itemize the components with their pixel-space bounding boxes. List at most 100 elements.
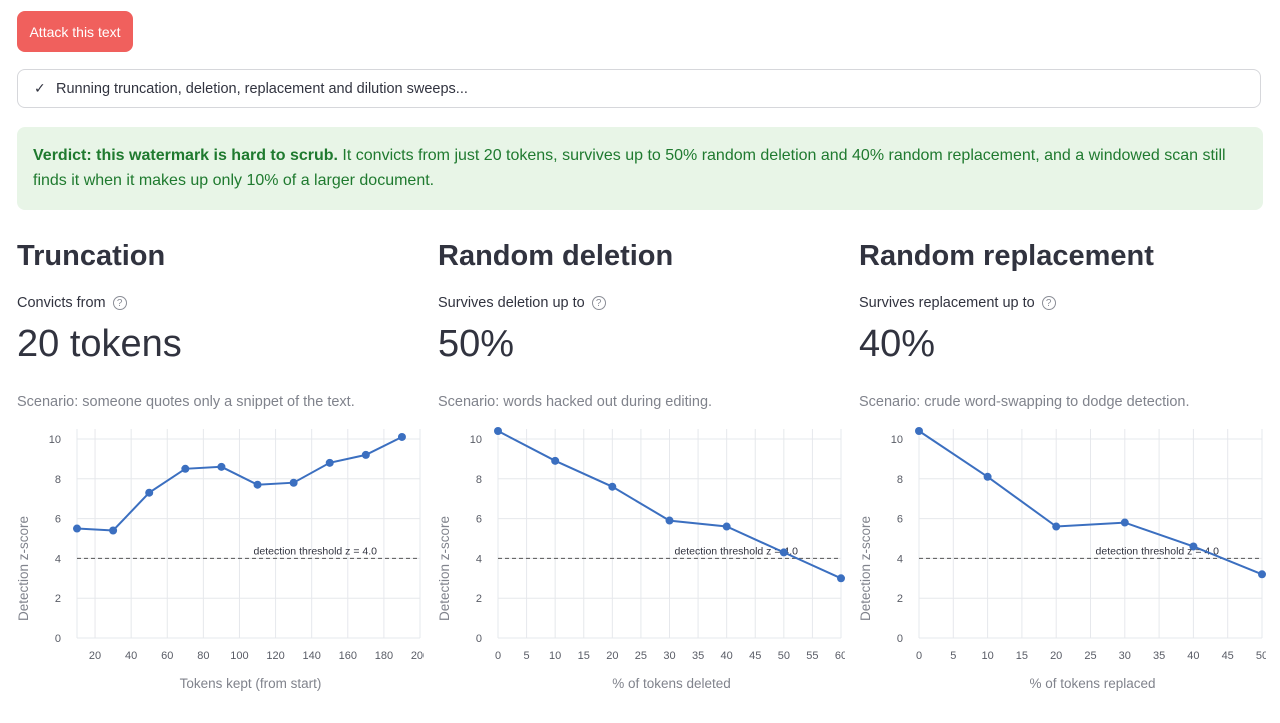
x-tick-label: 5 (524, 650, 530, 662)
y-tick-label: 2 (897, 593, 903, 605)
metric-value: 40% (859, 323, 936, 365)
data-point (397, 432, 406, 441)
x-tick-label: 30 (1119, 650, 1131, 662)
x-tick-label: 30 (663, 650, 675, 662)
x-tick-label: 10 (549, 650, 561, 662)
deletion-panel: Random deletion Survives deletion up to … (438, 236, 848, 414)
data-point (361, 450, 370, 459)
deletion-chart-svg: 0 2 4 6 8 10 0 5 10 15 20 25 30 35 40 45 50 55 60 % of toke… (437, 426, 847, 691)
x-tick-label: 40 (1187, 650, 1199, 662)
x-tick-label: 160 (339, 650, 357, 662)
metric-label-row: Convicts from ? (17, 293, 427, 313)
x-tick-label: 100 (230, 650, 248, 662)
x-tick-label: 20 (89, 650, 101, 662)
y-tick-label: 8 (476, 474, 482, 486)
x-tick-label: 20 (606, 650, 618, 662)
attack-button[interactable]: Attack this text (17, 11, 133, 52)
x-axis-title: % of tokens deleted (612, 676, 731, 691)
panel-title: Random deletion (438, 240, 674, 272)
x-tick-label: 25 (1084, 650, 1096, 662)
y-tick-label: 4 (897, 553, 903, 565)
data-point (1189, 542, 1198, 551)
threshold-label: detection threshold z = 4.0 (1096, 545, 1220, 557)
scenario-caption: Scenario: crude word-swapping to dodge d… (859, 394, 1190, 410)
y-axis-title: Detection z-score (16, 516, 31, 621)
threshold-label: detection threshold z = 4.0 (675, 545, 799, 557)
replacement-chart: 0 2 4 6 8 10 0 5 10 15 20 25 30 35 40 45 50 % of tokens r… (856, 423, 1268, 713)
metric-label: Survives replacement up to (859, 295, 1035, 311)
replacement-panel: Random replacement Survives replacement … (859, 236, 1269, 414)
x-tick-label: 35 (1153, 650, 1165, 662)
metric-label-row: Survives deletion up to ? (438, 293, 848, 313)
y-tick-label: 2 (55, 593, 61, 605)
data-point (608, 482, 617, 491)
y-axis-title: Detection z-score (858, 516, 873, 621)
x-tick-label: 45 (1222, 650, 1234, 662)
x-tick-label: 40 (721, 650, 733, 662)
data-point (73, 524, 81, 533)
metric-label-row: Survives replacement up to ? (859, 293, 1269, 313)
x-tick-label: 35 (692, 650, 704, 662)
data-point (289, 478, 298, 487)
x-axis-title: Tokens kept (from start) (180, 676, 322, 691)
data-point (722, 522, 731, 531)
x-tick-label: 15 (1016, 650, 1028, 662)
x-tick-label: 0 (495, 650, 501, 662)
data-point (551, 456, 560, 465)
y-tick-label: 10 (891, 434, 903, 446)
y-tick-label: 0 (55, 633, 61, 645)
truncation-chart: 0 2 4 6 8 10 20 40 60 80 100 120 140 160 180 200 Tokens … (14, 423, 429, 713)
scenario-caption: Scenario: someone quotes only a snippet … (17, 394, 355, 410)
series-line (76, 436, 403, 532)
y-tick-label: 10 (470, 434, 482, 446)
y-tick-label: 2 (476, 593, 482, 605)
y-axis-title: Detection z-score (437, 516, 452, 621)
x-tick-label: 120 (266, 650, 284, 662)
metric-label: Convicts from (17, 295, 106, 311)
y-tick-label: 8 (897, 474, 903, 486)
x-axis-title: % of tokens replaced (1029, 676, 1155, 691)
help-icon[interactable]: ? (1041, 296, 1056, 310)
x-tick-label: 20 (1050, 650, 1062, 662)
y-tick-label: 4 (55, 553, 61, 565)
metric-value: 50% (438, 323, 515, 365)
x-tick-label: 180 (375, 650, 393, 662)
data-point (983, 472, 992, 481)
y-tick-label: 10 (49, 434, 61, 446)
x-tick-label: 5 (950, 650, 956, 662)
verdict-strong: Verdict: this watermark is hard to scrub… (33, 147, 338, 164)
y-tick-label: 0 (476, 633, 482, 645)
x-tick-label: 50 (1256, 650, 1266, 662)
data-point (665, 516, 674, 525)
data-point (1258, 570, 1266, 579)
x-tick-label: 0 (916, 650, 922, 662)
x-tick-label: 55 (806, 650, 818, 662)
x-tick-label: 10 (981, 650, 993, 662)
x-tick-label: 200 (411, 650, 424, 662)
x-tick-label: 50 (778, 650, 790, 662)
x-tick-label: 15 (578, 650, 590, 662)
x-tick-label: 80 (197, 650, 209, 662)
y-tick-label: 0 (897, 633, 903, 645)
data-point (837, 574, 845, 583)
x-tick-label: 60 (835, 650, 845, 662)
y-tick-label: 6 (55, 514, 61, 526)
metric-value: 20 tokens (17, 323, 182, 365)
status-text: Running truncation, deletion, replacemen… (56, 80, 468, 97)
metric-label: Survives deletion up to (438, 295, 585, 311)
check-icon: ✓ (34, 80, 46, 96)
panel-title: Truncation (17, 240, 166, 272)
x-tick-label: 45 (749, 650, 761, 662)
x-tick-label: 140 (303, 650, 321, 662)
y-tick-label: 8 (55, 474, 61, 486)
data-point (915, 426, 923, 435)
help-icon[interactable]: ? (591, 296, 606, 310)
data-point (1052, 522, 1061, 531)
data-point (779, 548, 788, 557)
threshold-label: detection threshold z = 4.0 (254, 545, 378, 557)
replacement-chart-svg: 0 2 4 6 8 10 0 5 10 15 20 25 30 35 40 45 50 % of tokens r… (858, 426, 1268, 691)
panel-title: Random replacement (859, 240, 1154, 272)
help-icon[interactable]: ? (112, 296, 127, 310)
truncation-chart-svg: 0 2 4 6 8 10 20 40 60 80 100 120 140 160 180 200 Tokens … (16, 429, 429, 691)
data-point (1120, 518, 1129, 527)
